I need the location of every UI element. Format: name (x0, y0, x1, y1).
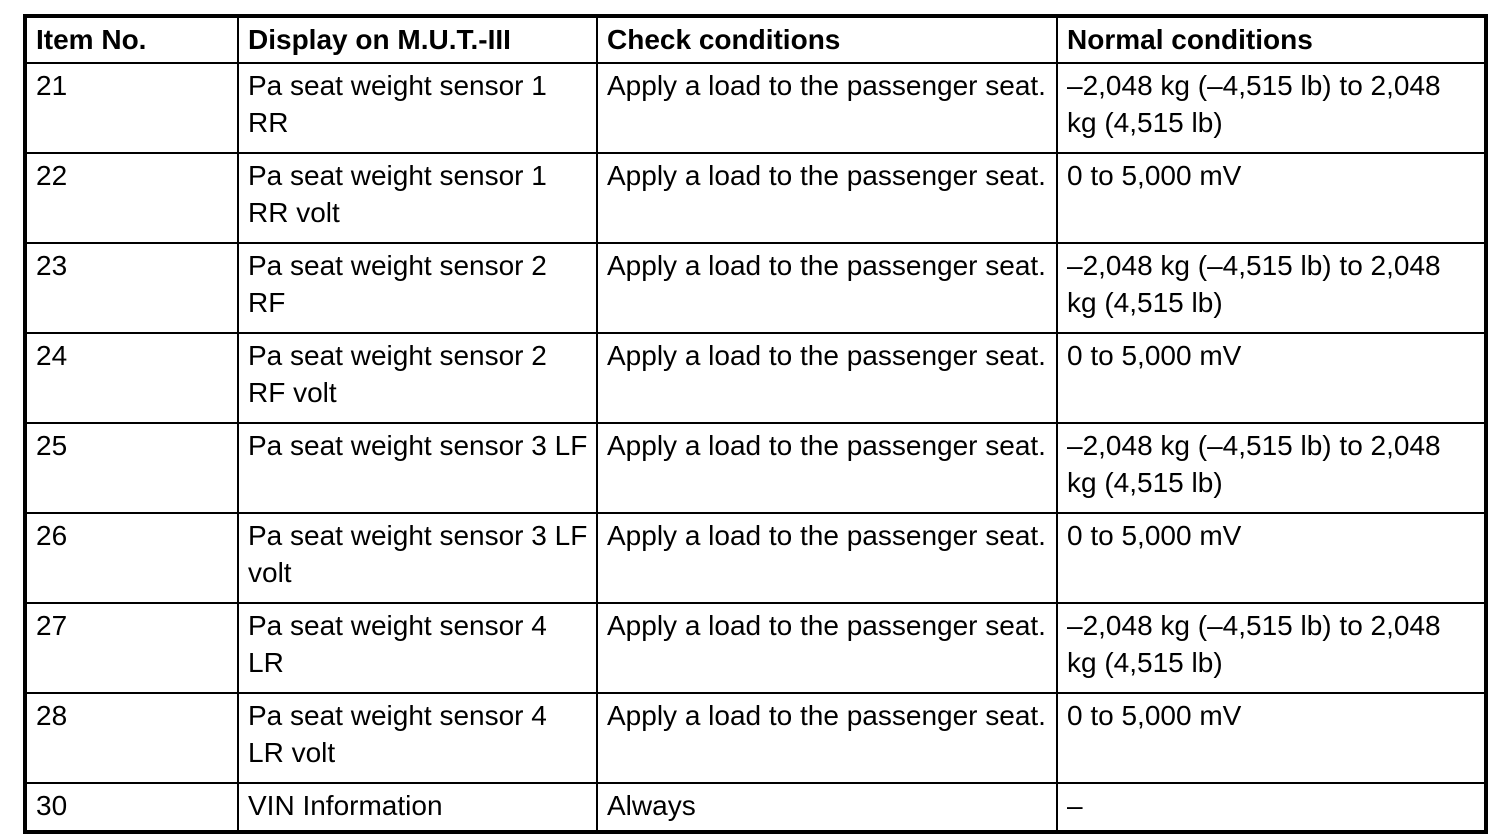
table-row: 24 Pa seat weight sensor 2 RF volt Apply… (23, 332, 1488, 424)
cell-item-no: 28 (23, 692, 239, 784)
cell-display: Pa seat weight sensor 1 RR (237, 62, 598, 154)
cell-item-no: 27 (23, 602, 239, 694)
cell-item-no: 23 (23, 242, 239, 334)
table-row: 28 Pa seat weight sensor 4 LR volt Apply… (23, 692, 1488, 784)
cell-check-conditions: Always (596, 782, 1058, 834)
cell-display: Pa seat weight sensor 3 LF volt (237, 512, 598, 604)
cell-normal-conditions: –2,048 kg (–4,515 lb) to 2,048 kg (4,515… (1056, 242, 1488, 334)
cell-display: Pa seat weight sensor 2 RF volt (237, 332, 598, 424)
cell-check-conditions: Apply a load to the passenger seat. (596, 422, 1058, 514)
cell-check-conditions: Apply a load to the passenger seat. (596, 692, 1058, 784)
cell-display: Pa seat weight sensor 4 LR volt (237, 692, 598, 784)
cell-check-conditions: Apply a load to the passenger seat. (596, 512, 1058, 604)
cell-display: VIN Information (237, 782, 598, 834)
cell-item-no: 24 (23, 332, 239, 424)
table-row: 23 Pa seat weight sensor 2 RF Apply a lo… (23, 242, 1488, 334)
table-row: 27 Pa seat weight sensor 4 LR Apply a lo… (23, 602, 1488, 694)
table-row: 22 Pa seat weight sensor 1 RR volt Apply… (23, 152, 1488, 244)
data-list-table-container: Item No. Display on M.U.T.-III Check con… (23, 14, 1488, 834)
table-row: 30 VIN Information Always – (23, 782, 1488, 834)
cell-display: Pa seat weight sensor 3 LF (237, 422, 598, 514)
cell-normal-conditions: 0 to 5,000 mV (1056, 692, 1488, 784)
cell-check-conditions: Apply a load to the passenger seat. (596, 152, 1058, 244)
header-display: Display on M.U.T.-III (237, 14, 598, 64)
cell-check-conditions: Apply a load to the passenger seat. (596, 242, 1058, 334)
cell-item-no: 22 (23, 152, 239, 244)
header-check-conditions: Check conditions (596, 14, 1058, 64)
cell-display: Pa seat weight sensor 1 RR volt (237, 152, 598, 244)
cell-check-conditions: Apply a load to the passenger seat. (596, 602, 1058, 694)
header-normal-conditions: Normal conditions (1056, 14, 1488, 64)
table-row: 26 Pa seat weight sensor 3 LF volt Apply… (23, 512, 1488, 604)
cell-check-conditions: Apply a load to the passenger seat. (596, 332, 1058, 424)
cell-normal-conditions: –2,048 kg (–4,515 lb) to 2,048 kg (4,515… (1056, 62, 1488, 154)
cell-item-no: 25 (23, 422, 239, 514)
cell-item-no: 21 (23, 62, 239, 154)
cell-normal-conditions: –2,048 kg (–4,515 lb) to 2,048 kg (4,515… (1056, 422, 1488, 514)
data-list-table: Item No. Display on M.U.T.-III Check con… (23, 14, 1488, 834)
table-row: 21 Pa seat weight sensor 1 RR Apply a lo… (23, 62, 1488, 154)
cell-item-no: 30 (23, 782, 239, 834)
cell-normal-conditions: – (1056, 782, 1488, 834)
cell-item-no: 26 (23, 512, 239, 604)
header-item-no: Item No. (23, 14, 239, 64)
cell-normal-conditions: 0 to 5,000 mV (1056, 332, 1488, 424)
document-page: Item No. Display on M.U.T.-III Check con… (23, 14, 1488, 834)
cell-display: Pa seat weight sensor 2 RF (237, 242, 598, 334)
cell-normal-conditions: –2,048 kg (–4,515 lb) to 2,048 kg (4,515… (1056, 602, 1488, 694)
cell-normal-conditions: 0 to 5,000 mV (1056, 152, 1488, 244)
table-row: 25 Pa seat weight sensor 3 LF Apply a lo… (23, 422, 1488, 514)
header-row: Item No. Display on M.U.T.-III Check con… (23, 14, 1488, 64)
cell-display: Pa seat weight sensor 4 LR (237, 602, 598, 694)
cell-check-conditions: Apply a load to the passenger seat. (596, 62, 1058, 154)
cell-normal-conditions: 0 to 5,000 mV (1056, 512, 1488, 604)
